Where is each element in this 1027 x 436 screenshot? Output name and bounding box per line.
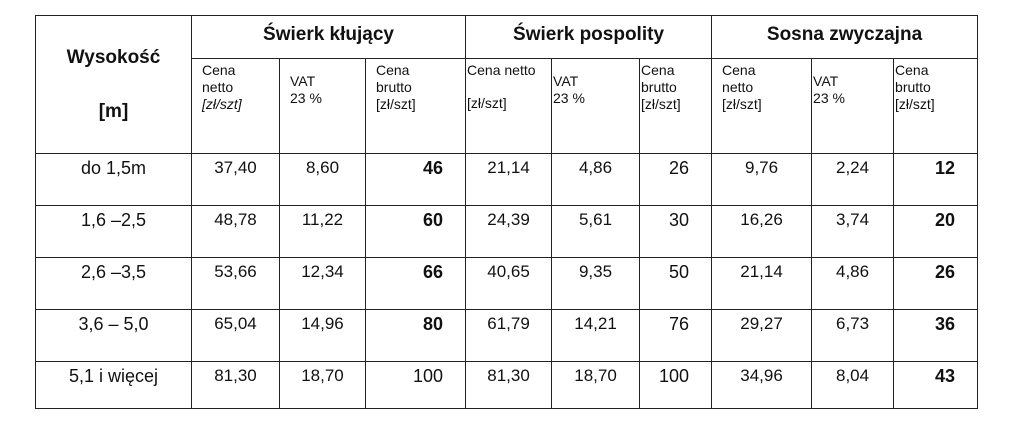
netto-price-cell: 29,27	[711, 309, 813, 362]
brutto-price-cell: 43	[893, 361, 979, 409]
vat-amount-cell: 4,86	[811, 257, 895, 310]
netto-price-cell: 61,79	[465, 309, 553, 362]
vat-label-line1: VAT	[290, 73, 316, 89]
vat-amount-cell: 8,60	[279, 153, 366, 206]
vat-amount-cell: 11,22	[279, 205, 366, 258]
vat-amount-cell: 3,74	[811, 205, 895, 258]
brutto-price-header: Cena brutto [zł/szt]	[364, 58, 467, 154]
netto-label-line1: Cena	[202, 62, 236, 78]
brutto-label-line2: brutto	[641, 79, 677, 95]
brutto-label-line1: Cena	[641, 62, 675, 78]
netto-price-header: Cena netto [zł/szt]	[465, 58, 553, 154]
species-header-sosna-zwyczajna: Sosna zwyczajna	[711, 15, 979, 59]
height-column-header: Wysokość [m]	[35, 15, 192, 154]
netto-price-cell: 65,04	[191, 309, 280, 362]
brutto-label-unit: [zł/szt]	[641, 96, 681, 112]
vat-label-line1: VAT	[813, 73, 839, 89]
vat-header: VAT 23 %	[811, 58, 895, 154]
brutto-price-cell: 100	[364, 361, 467, 409]
vat-amount-cell: 8,04	[811, 361, 895, 409]
netto-price-cell: 21,14	[711, 257, 813, 310]
netto-price-header: Cena netto [zł/szt]	[711, 58, 813, 154]
brutto-price-cell: 12	[893, 153, 979, 206]
vat-label-line1: VAT	[553, 73, 579, 89]
brutto-price-cell: 76	[639, 309, 713, 362]
height-header-label: Wysokość	[66, 46, 161, 68]
species-header-swierk-klujacy: Świerk kłujący	[190, 15, 467, 59]
vat-amount-cell: 14,21	[551, 309, 641, 362]
netto-price-cell: 53,66	[191, 257, 280, 310]
netto-label-unit: [zł/szt]	[467, 95, 507, 111]
netto-price-cell: 21,14	[465, 153, 553, 206]
netto-price-header: Cena netto [zł/szt]	[191, 58, 280, 154]
vat-amount-cell: 12,34	[279, 257, 366, 310]
vat-amount-cell: 4,86	[551, 153, 641, 206]
brutto-price-cell: 30	[639, 205, 713, 258]
height-range-cell: 1,6 –2,5	[35, 205, 192, 258]
netto-price-cell: 34,96	[711, 361, 813, 409]
vat-header: VAT 23 %	[551, 58, 641, 154]
vat-header: VAT 23 %	[279, 58, 366, 154]
brutto-price-cell: 26	[893, 257, 979, 310]
brutto-label-line2: brutto	[376, 79, 412, 95]
brutto-label-unit: [zł/szt]	[895, 96, 935, 112]
vat-amount-cell: 9,35	[551, 257, 641, 310]
height-range-cell: 2,6 –3,5	[35, 257, 192, 310]
brutto-price-cell: 36	[893, 309, 979, 362]
table-row: 3,6 – 5,0 65,04 14,96 80 61,79 14,21 76 …	[35, 309, 979, 362]
netto-label-line1: Cena netto	[467, 62, 536, 78]
netto-price-cell: 9,76	[711, 153, 813, 206]
vat-label-line2: 23 %	[290, 90, 322, 106]
brutto-price-header: Cena brutto [zł/szt]	[639, 58, 713, 154]
table-row: do 1,5m 37,40 8,60 46 21,14 4,86 26 9,76…	[35, 153, 979, 206]
vat-amount-cell: 14,96	[279, 309, 366, 362]
brutto-price-header: Cena brutto [zł/szt]	[893, 58, 979, 154]
vat-amount-cell: 5,61	[551, 205, 641, 258]
brutto-label-line2: brutto	[895, 79, 931, 95]
netto-price-cell: 16,26	[711, 205, 813, 258]
brutto-price-cell: 66	[364, 257, 467, 310]
brutto-price-cell: 46	[364, 153, 467, 206]
height-header-unit: [m]	[98, 100, 129, 122]
vat-amount-cell: 2,24	[811, 153, 895, 206]
netto-price-cell: 37,40	[191, 153, 280, 206]
header-row-species: Wysokość [m] Świerk kłujący Świerk pospo…	[35, 15, 979, 154]
brutto-price-cell: 80	[364, 309, 467, 362]
height-range-cell: 5,1 i więcej	[35, 361, 192, 409]
table-row: 1,6 –2,5 48,78 11,22 60 24,39 5,61 30 16…	[35, 205, 979, 258]
vat-amount-cell: 6,73	[811, 309, 895, 362]
height-range-cell: 3,6 – 5,0	[35, 309, 192, 362]
vat-amount-cell: 18,70	[279, 361, 366, 409]
header-row-subcolumns: Cena netto [zł/szt] VAT 23 % Cena brutto…	[36, 58, 979, 154]
brutto-label-unit: [zł/szt]	[376, 96, 416, 112]
netto-label-unit: [zł/szt]	[202, 96, 242, 112]
netto-label-line2: netto	[722, 79, 754, 95]
price-table: Wysokość [m] Świerk kłujący Świerk pospo…	[35, 15, 979, 409]
brutto-price-cell: 60	[364, 205, 467, 258]
brutto-label-line1: Cena	[895, 62, 929, 78]
netto-label-unit: [zł/szt]	[722, 96, 762, 112]
vat-label-line2: 23 %	[553, 90, 585, 106]
vat-label-line2: 23 %	[813, 90, 845, 106]
netto-label-line1: Cena	[722, 62, 756, 78]
netto-price-cell: 40,65	[465, 257, 553, 310]
netto-price-cell: 81,30	[465, 361, 553, 409]
netto-price-cell: 24,39	[465, 205, 553, 258]
brutto-label-line1: Cena	[376, 62, 410, 78]
brutto-price-cell: 50	[639, 257, 713, 310]
table-row: 2,6 –3,5 53,66 12,34 66 40,65 9,35 50 21…	[35, 257, 979, 310]
netto-price-cell: 48,78	[191, 205, 280, 258]
species-header-swierk-pospolity: Świerk pospolity	[465, 15, 713, 59]
brutto-price-cell: 100	[639, 361, 713, 409]
brutto-price-cell: 26	[639, 153, 713, 206]
height-range-cell: do 1,5m	[35, 153, 192, 206]
netto-price-cell: 81,30	[191, 361, 280, 409]
netto-label-line2: netto	[202, 79, 234, 95]
table-row: 5,1 i więcej 81,30 18,70 100 81,30 18,70…	[35, 361, 979, 409]
vat-amount-cell: 18,70	[551, 361, 641, 409]
brutto-price-cell: 20	[893, 205, 979, 258]
